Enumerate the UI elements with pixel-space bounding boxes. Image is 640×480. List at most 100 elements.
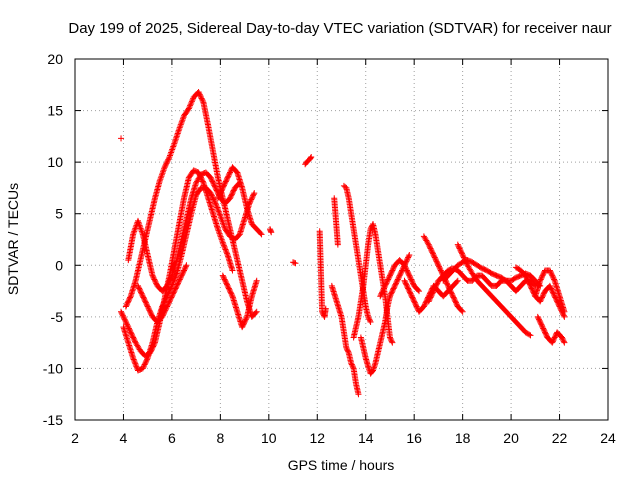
data-point: [178, 118, 185, 125]
data-point: [119, 311, 126, 318]
data-point: [168, 293, 175, 300]
data-point: [397, 270, 404, 277]
data-point: [208, 177, 215, 184]
data-point: [125, 297, 132, 304]
data-point: [137, 225, 144, 232]
data-point: [240, 320, 247, 327]
data-point: [182, 263, 189, 270]
series-track-9: [267, 226, 275, 236]
data-point: [428, 293, 435, 300]
data-point: [150, 275, 157, 282]
data-point: [171, 288, 178, 295]
data-point: [539, 272, 546, 279]
data-point: [402, 279, 409, 286]
data-point: [452, 298, 459, 305]
data-point: [538, 321, 545, 328]
data-point: [162, 163, 169, 170]
data-point: [199, 178, 206, 185]
data-point: [217, 232, 224, 239]
data-point: [411, 298, 418, 305]
data-point: [166, 153, 173, 160]
data-point: [365, 313, 372, 320]
data-point: [221, 245, 228, 252]
data-point: [216, 191, 223, 198]
data-point: [425, 241, 432, 248]
data-point: [409, 279, 416, 286]
data-point: [221, 224, 228, 231]
data-point: [527, 282, 534, 289]
series-track-17: [357, 251, 413, 377]
data-point: [130, 356, 137, 363]
data-point: [379, 288, 386, 295]
data-point: [343, 344, 350, 351]
data-point: [168, 148, 175, 155]
data-point: [120, 313, 127, 320]
data-point: [135, 284, 142, 291]
data-point: [431, 285, 438, 292]
data-point: [355, 391, 362, 398]
data-point: [428, 246, 435, 253]
data-point: [459, 251, 466, 258]
data-point: [177, 275, 184, 282]
data-point: [121, 316, 128, 323]
data-point: [170, 289, 177, 296]
data-point: [138, 290, 145, 297]
data-point: [144, 302, 151, 309]
data-point: [552, 333, 559, 340]
data-point: [218, 217, 225, 224]
data-point: [168, 149, 175, 156]
x-axis-label: GPS time / hours: [288, 457, 395, 473]
data-point: [322, 305, 329, 312]
data-point: [551, 291, 558, 298]
data-point: [148, 311, 155, 318]
data-point: [128, 331, 135, 338]
data-point: [131, 337, 138, 344]
data-point: [180, 114, 187, 121]
data-point: [526, 280, 533, 287]
y-tick-label: 15: [47, 103, 63, 119]
data-point: [165, 279, 172, 286]
data-point: [241, 319, 248, 326]
data-point: [131, 226, 138, 233]
data-point: [247, 197, 254, 204]
data-point: [525, 277, 532, 284]
data-point: [463, 260, 470, 267]
data-point: [209, 193, 216, 200]
data-point: [345, 348, 352, 355]
data-point: [165, 300, 172, 307]
data-point: [121, 315, 128, 322]
data-point: [225, 172, 232, 179]
data-point: [185, 106, 192, 113]
data-point: [291, 259, 298, 266]
data-point: [450, 294, 457, 301]
data-point: [157, 174, 164, 181]
data-point: [382, 282, 389, 289]
data-point: [453, 278, 460, 285]
data-point: [216, 211, 223, 218]
data-point: [164, 282, 171, 289]
data-point: [167, 295, 174, 302]
data-point: [195, 89, 202, 96]
data-point: [158, 171, 165, 178]
data-point: [246, 200, 253, 207]
data-point: [391, 282, 398, 289]
data-point: [172, 274, 179, 281]
data-point: [167, 275, 174, 282]
data-point: [219, 184, 226, 191]
data-point: [139, 293, 146, 300]
data-point: [224, 250, 231, 257]
data-point: [307, 155, 314, 162]
data-point: [222, 178, 229, 185]
data-point: [215, 207, 222, 214]
data-point: [242, 316, 249, 323]
data-point: [208, 175, 215, 182]
data-point: [139, 365, 146, 372]
data-point: [137, 223, 144, 230]
data-point: [381, 284, 388, 291]
data-point: [242, 317, 249, 324]
data-point: [124, 322, 131, 329]
data-point: [432, 284, 439, 291]
data-point: [218, 235, 225, 242]
data-point: [118, 308, 125, 315]
data-point: [543, 331, 550, 338]
